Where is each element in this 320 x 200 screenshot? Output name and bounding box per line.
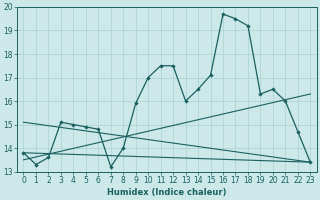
X-axis label: Humidex (Indice chaleur): Humidex (Indice chaleur) [107, 188, 227, 197]
